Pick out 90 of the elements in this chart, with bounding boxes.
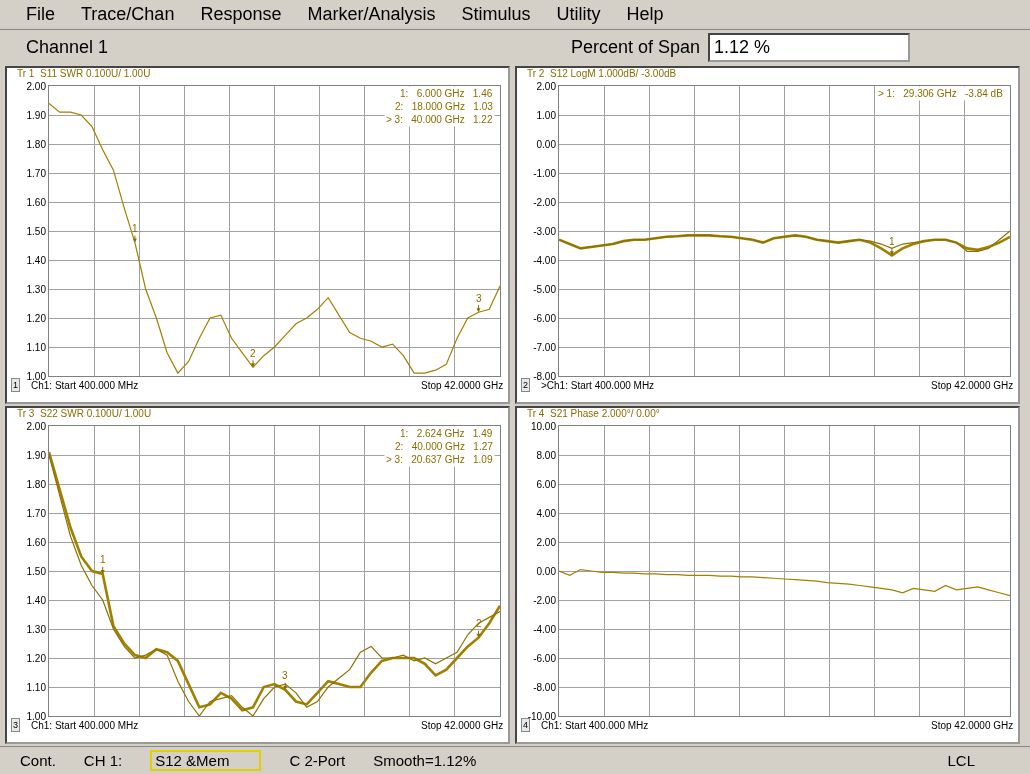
y-tick-label: -6.00 <box>533 652 557 664</box>
text: Stop 42.0000 GHz <box>931 720 1014 731</box>
text: 1.12 % <box>708 33 910 62</box>
y-tick-label: -2.00 <box>533 196 557 208</box>
text: Ch1: Start 400.000 MHz <box>31 720 139 731</box>
text: >Ch1: Start 400.000 MHz <box>541 380 655 391</box>
y-tick-label: 10.00 <box>530 420 557 432</box>
text: Ch1: Start 400.000 MHz <box>31 380 139 391</box>
text: 2 <box>523 380 529 390</box>
y-tick-label: 0.00 <box>536 565 557 577</box>
y-tick-label: 1.00 <box>536 109 557 121</box>
y-tick-label: 1.90 <box>26 109 47 121</box>
y-tick-label: 1.50 <box>26 225 47 237</box>
text: Cont. <box>20 752 56 769</box>
text: 3 <box>13 720 19 730</box>
text: Response <box>200 4 282 25</box>
text: Ch1: Start 400.000 MHz <box>541 720 649 731</box>
text: Percent of Span <box>570 37 700 58</box>
y-tick-label: -1.00 <box>533 167 557 179</box>
y-tick-label: 1.90 <box>26 449 47 461</box>
annotation: 1 <box>889 236 895 247</box>
y-tick-label: 1.70 <box>26 507 47 519</box>
y-tick-label: -8.00 <box>533 370 557 382</box>
y-tick-label: 1.20 <box>26 312 47 324</box>
text: Smooth=1.12% <box>373 752 477 769</box>
y-tick-label: -5.00 <box>533 283 557 295</box>
y-tick-label: 2.00 <box>26 80 47 92</box>
y-tick-label: 8.00 <box>536 449 557 461</box>
annotation: > 3: 40.000 GHz 1.22 <box>386 114 493 125</box>
text: Trace/Chan <box>81 4 175 25</box>
chart-title: Tr 4 S21 Phase 2.000°/ 0.00° <box>527 407 660 419</box>
y-tick-label: -4.00 <box>533 254 557 266</box>
text: Marker/Analysis <box>307 4 436 25</box>
annotation: 2 <box>250 348 256 359</box>
y-tick-label: 4.00 <box>536 507 557 519</box>
text: S12 &Mem <box>150 750 262 771</box>
text: Help <box>626 4 664 25</box>
text: 4 <box>523 720 529 730</box>
y-tick-label: -2.00 <box>533 594 557 606</box>
annotation: 1: 2.624 GHz 1.49 <box>400 428 493 439</box>
annotation: 1 <box>100 554 106 565</box>
y-tick-label: 1.60 <box>26 196 47 208</box>
y-tick-label: 1.40 <box>26 254 47 266</box>
chart-title: Tr 3 S22 SWR 0.100U/ 1.00U <box>17 407 152 419</box>
annotation: > 3: 20.637 GHz 1.09 <box>386 454 493 465</box>
annotation: 1: 6.000 GHz 1.46 <box>400 88 493 99</box>
annotation: > 1: 29.306 GHz -3.84 dB <box>878 88 1004 99</box>
text: C 2-Port <box>289 752 346 769</box>
y-tick-label: -3.00 <box>533 225 557 237</box>
y-tick-label: 1.00 <box>26 710 47 722</box>
y-tick-label: -6.00 <box>533 312 557 324</box>
text: Stop 42.0000 GHz <box>421 380 504 391</box>
y-tick-label: 1.80 <box>26 138 47 150</box>
y-tick-label: 1.60 <box>26 536 47 548</box>
annotation: 2: 18.000 GHz 1.03 <box>395 101 494 112</box>
y-tick-label: -10.00 <box>527 710 557 722</box>
chart-title: Tr 2 S12 LogM 1.000dB/ -3.00dB <box>527 67 677 79</box>
text: Utility <box>556 4 601 25</box>
y-tick-label: 1.20 <box>26 652 47 664</box>
y-tick-label: 1.40 <box>26 594 47 606</box>
annotation: 3 <box>282 670 288 681</box>
y-tick-label: 1.80 <box>26 478 47 490</box>
y-tick-label: 6.00 <box>536 478 557 490</box>
annotation: 2 <box>476 618 482 629</box>
text: CH 1: <box>83 752 123 769</box>
y-tick-label: -4.00 <box>533 623 557 635</box>
annotation: 1 <box>132 223 138 234</box>
y-tick-label: -7.00 <box>533 341 557 353</box>
y-tick-label: 1.10 <box>26 681 47 693</box>
y-tick-label: 1.70 <box>26 167 47 179</box>
text: Stop 42.0000 GHz <box>421 720 504 731</box>
text: Stimulus <box>461 4 531 25</box>
y-tick-label: 1.30 <box>26 283 47 295</box>
y-tick-label: 2.00 <box>536 80 557 92</box>
text: File <box>26 4 56 25</box>
y-tick-label: 0.00 <box>536 138 557 150</box>
y-tick-label: 2.00 <box>536 536 557 548</box>
text: Stop 42.0000 GHz <box>931 380 1014 391</box>
y-tick-label: 1.10 <box>26 341 47 353</box>
text: LCL <box>947 752 975 769</box>
y-tick-label: 1.00 <box>26 370 47 382</box>
y-tick-label: 1.50 <box>26 565 47 577</box>
text: 1 <box>13 380 19 390</box>
y-tick-label: -8.00 <box>533 681 557 693</box>
y-tick-label: 2.00 <box>26 420 47 432</box>
y-tick-label: 1.30 <box>26 623 47 635</box>
chart-title: Tr 1 S11 SWR 0.100U/ 1.00U <box>17 67 151 79</box>
annotation: 2: 40.000 GHz 1.27 <box>395 441 494 452</box>
text: Channel 1 <box>26 37 110 58</box>
annotation: 3 <box>476 293 482 304</box>
